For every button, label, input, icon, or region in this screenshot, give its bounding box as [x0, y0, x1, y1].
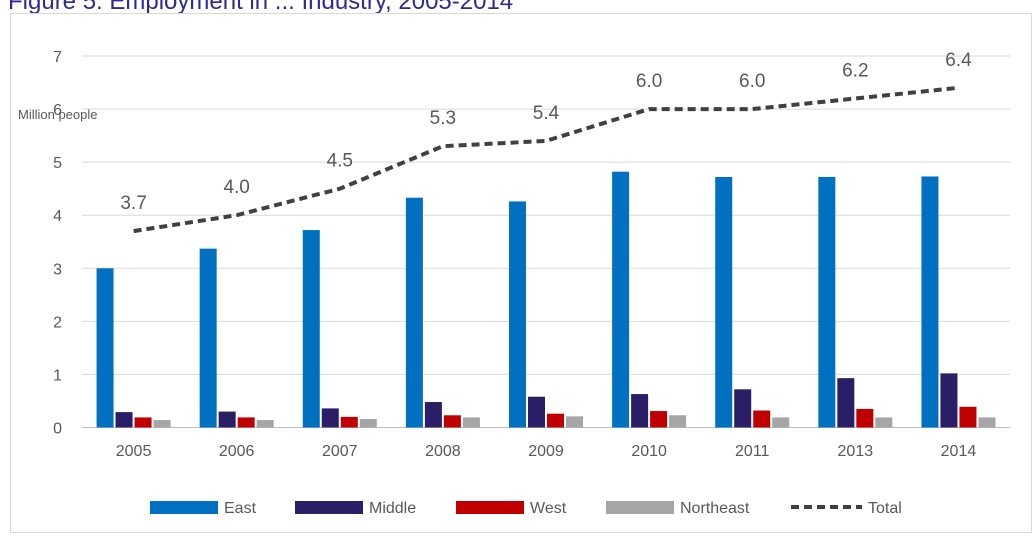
bar-west-2005 — [134, 417, 152, 428]
legend-swatch-east — [150, 501, 218, 514]
legend-swatch-northeast — [606, 501, 674, 514]
bar-northeast-2006 — [256, 420, 274, 428]
total-data-label: 6.0 — [739, 71, 765, 92]
bar-west-2007 — [340, 416, 358, 428]
bar-east-2011 — [715, 177, 733, 428]
x-tick-label: 2013 — [838, 443, 874, 460]
bar-east-2009 — [509, 201, 526, 428]
bar-northeast-2005 — [153, 420, 171, 428]
bar-middle-2006 — [218, 411, 236, 428]
x-tick-label: 2005 — [116, 443, 152, 460]
total-line-path — [133, 85, 959, 234]
legend-label-west: West — [530, 500, 567, 517]
bar-west-2014 — [959, 406, 977, 428]
legend-swatch-west — [456, 501, 524, 514]
bar-east-2006 — [199, 248, 217, 428]
x-tick-labels: 2005 2006 2007 2008 2009 2010 2011 2013 2014 — [116, 443, 977, 460]
bar-middle-2005 — [115, 412, 133, 428]
y-tick-label: 0 — [53, 421, 62, 438]
bar-east-2007 — [302, 230, 320, 428]
bar-west-2011 — [753, 410, 771, 428]
legend-label-middle: Middle — [369, 500, 416, 517]
x-tick-label: 2010 — [631, 443, 667, 460]
bar-northeast-2010 — [669, 415, 687, 428]
bar-northeast-2014 — [978, 417, 996, 428]
bar-east-2008 — [405, 197, 423, 428]
total-data-label: 6.4 — [945, 50, 972, 71]
bar-east-2010 — [612, 171, 630, 428]
x-tick-label: 2014 — [941, 443, 977, 460]
total-data-labels: 3.7 4.0 4.5 5.3 5.4 6.0 6.0 6.2 6.4 — [120, 50, 972, 214]
total-data-label: 5.3 — [430, 108, 456, 129]
bar-northeast-2008 — [462, 417, 480, 428]
bar-northeast-2013 — [875, 417, 893, 428]
bar-west-2010 — [650, 411, 668, 428]
bar-middle-2009 — [528, 396, 545, 428]
x-tick-label: 2011 — [735, 443, 770, 460]
x-tick-label: 2008 — [425, 443, 461, 460]
total-data-label: 6.0 — [636, 71, 662, 92]
y-tick-label: 4 — [53, 208, 62, 225]
legend-label-total: Total — [868, 500, 902, 517]
bar-west-2006 — [237, 417, 255, 428]
x-tick-label: 2007 — [322, 443, 358, 460]
bar-west-2008 — [443, 415, 461, 428]
legend-label-east: East — [224, 500, 257, 517]
total-data-label: 3.7 — [120, 193, 146, 214]
total-line — [133, 85, 959, 234]
legend-label-northeast: Northeast — [680, 500, 750, 517]
x-tick-label: 2009 — [528, 443, 564, 460]
bar-middle-2013 — [837, 378, 855, 428]
bar-west-2013 — [856, 408, 874, 428]
y-tick-label: 1 — [53, 367, 62, 384]
y-tick-label: 6 — [53, 102, 62, 119]
bar-west-2009 — [547, 413, 564, 428]
bar-middle-2007 — [321, 408, 339, 428]
bar-middle-2010 — [631, 394, 649, 428]
y-tick-label: 7 — [53, 49, 62, 66]
y-tick-labels: 0 1 2 3 4 5 6 7 — [53, 49, 62, 438]
bar-middle-2011 — [734, 389, 752, 428]
total-data-label: 4.0 — [223, 177, 249, 198]
legend-swatch-middle — [295, 501, 363, 514]
total-data-label: 5.4 — [533, 103, 560, 124]
legend: East Middle West Northeast Total — [150, 500, 902, 517]
y-tick-label: 2 — [53, 314, 62, 331]
y-axis-unit-label: Million people — [18, 107, 98, 122]
bar-east-2013 — [818, 177, 836, 428]
bar-east-2014 — [921, 176, 939, 428]
bar-northeast-2011 — [772, 417, 790, 428]
y-tick-label: 5 — [53, 155, 62, 172]
total-data-label: 6.2 — [842, 60, 868, 81]
bar-middle-2008 — [424, 402, 442, 428]
bar-northeast-2007 — [359, 419, 377, 428]
figure-title: Figure 5: Employment in ... Industry, 20… — [8, 0, 514, 15]
bar-northeast-2009 — [566, 416, 583, 428]
bars — [96, 171, 996, 428]
y-tick-label: 3 — [53, 261, 62, 278]
bar-east-2005 — [96, 268, 114, 428]
bar-middle-2014 — [940, 373, 958, 428]
total-data-label: 4.5 — [327, 151, 353, 172]
x-tick-label: 2006 — [219, 443, 255, 460]
